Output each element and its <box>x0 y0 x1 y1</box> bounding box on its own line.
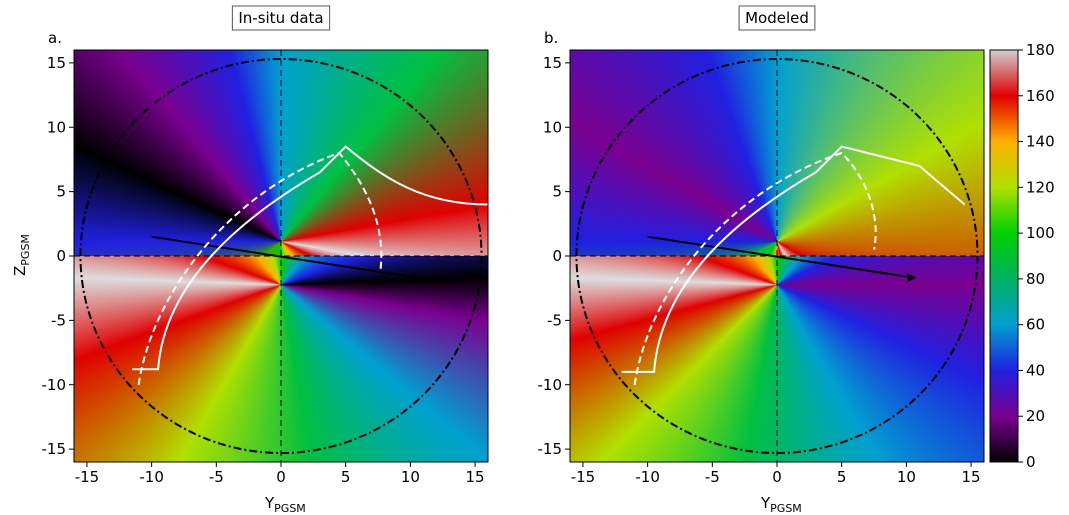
x-tick-label: 10 <box>897 468 916 486</box>
x-axis-label: YPGSM <box>760 494 802 515</box>
arrow-head <box>906 272 917 282</box>
y-label-sub: PGSM <box>19 234 32 266</box>
overlay <box>74 50 489 462</box>
x-label-main: Y <box>760 494 771 512</box>
colorbar-tick-label: 60 <box>1026 316 1045 334</box>
y-tick-label: 0 <box>56 247 66 265</box>
y-tick-label: -5 <box>547 311 562 329</box>
overlay <box>570 50 984 462</box>
x-tick-label: -5 <box>209 468 224 486</box>
x-tick-label: -10 <box>635 468 660 486</box>
x-tick-label: 15 <box>962 468 981 486</box>
panel-title: In-situ data <box>238 9 323 27</box>
arrow-head <box>410 272 421 282</box>
x-tick-label: 5 <box>341 468 351 486</box>
x-label-sub: PGSM <box>274 502 306 515</box>
title-box <box>738 5 816 31</box>
y-tick-label: -5 <box>51 311 66 329</box>
colorbar-tick-label: 180 <box>1026 41 1055 59</box>
boundary-circle <box>79 58 483 454</box>
panel-title: Modeled <box>745 9 809 27</box>
trajectory <box>633 151 877 385</box>
trajectory <box>621 145 966 373</box>
colorbar-tick-label: 160 <box>1026 87 1055 105</box>
x-axis-label: YPGSM <box>264 494 306 515</box>
y-label-main: Z <box>11 266 29 276</box>
boundary-circle <box>575 58 979 454</box>
x-tick-label: -15 <box>75 468 100 486</box>
x-tick-label: 15 <box>466 468 485 486</box>
y-tick-label: -10 <box>538 376 563 394</box>
y-tick-label: 5 <box>56 183 66 201</box>
title-box <box>231 5 331 31</box>
arrow <box>151 235 411 278</box>
colorbar-tick-label: 140 <box>1026 133 1055 151</box>
trajectory <box>137 151 383 385</box>
y-tick-label: 10 <box>47 118 66 136</box>
x-tick-label: 0 <box>772 468 782 486</box>
x-tick-label: -10 <box>139 468 164 486</box>
y-tick-label: 15 <box>543 54 562 72</box>
x-tick-label: 10 <box>401 468 420 486</box>
colorbar-tick-label: 0 <box>1026 453 1036 471</box>
y-tick-label: 0 <box>552 247 562 265</box>
y-tick-label: 5 <box>552 183 562 201</box>
colorbar <box>989 49 1019 463</box>
panel-label: a. <box>48 29 62 47</box>
y-tick-label: 10 <box>543 118 562 136</box>
trajectory <box>132 145 489 371</box>
y-tick-label: -15 <box>42 440 67 458</box>
x-label-main: Y <box>264 494 275 512</box>
panel-label: b. <box>544 29 558 47</box>
y-tick-label: 15 <box>47 54 66 72</box>
colorbar-tick-label: 80 <box>1026 270 1045 288</box>
x-tick-label: 0 <box>276 468 286 486</box>
colorbar-tick-label: 120 <box>1026 178 1055 196</box>
y-axis-label: ZPGSM <box>11 234 32 276</box>
arrow <box>647 235 907 278</box>
x-tick-label: -15 <box>571 468 596 486</box>
colorbar-tick-label: 100 <box>1026 224 1055 242</box>
y-tick-label: -10 <box>42 376 67 394</box>
y-tick-label: -15 <box>538 440 563 458</box>
x-tick-label: 5 <box>837 468 847 486</box>
colorbar-tick-label: 20 <box>1026 407 1045 425</box>
colorbar-tick-label: 40 <box>1026 361 1045 379</box>
x-tick-label: -5 <box>705 468 720 486</box>
x-label-sub: PGSM <box>770 502 802 515</box>
